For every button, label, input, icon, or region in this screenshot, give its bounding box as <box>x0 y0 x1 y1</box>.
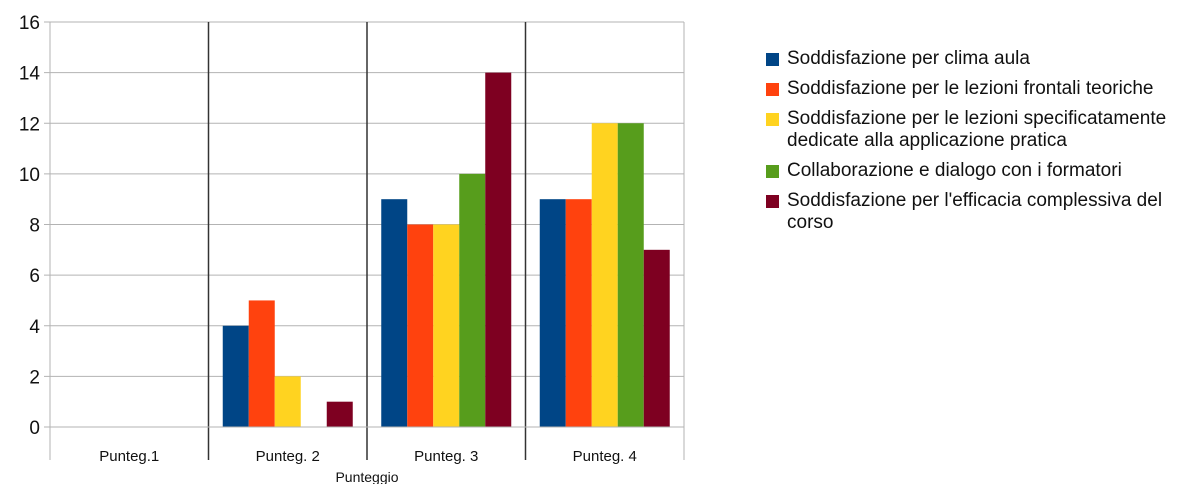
legend-label: Soddisfazione per clima aula <box>787 48 1030 69</box>
legend-swatch <box>766 165 779 178</box>
legend-swatch <box>766 53 779 66</box>
bar-5-2 <box>326 401 353 427</box>
y-tick-label: 2 <box>29 367 40 388</box>
legend-item: Soddisfazione per l'efficacia complessiv… <box>766 190 1176 234</box>
y-tick-label: 6 <box>29 266 40 287</box>
bar-1-2 <box>222 325 249 427</box>
bar-3-2 <box>274 376 301 427</box>
category-labels: Punteg.1 Punteg. 2 Punteg. 3 Punteg. 4 <box>99 448 637 465</box>
legend-swatch <box>766 83 779 96</box>
x-axis-title: Punteggio <box>335 469 398 484</box>
category-label: Punteg. 4 <box>573 448 637 465</box>
bar-4-4 <box>617 123 644 427</box>
legend: Soddisfazione per clima aula Soddisfazion… <box>766 48 1176 242</box>
bar-1-4 <box>539 199 566 427</box>
legend-item: Collaborazione e dialogo con i formatori <box>766 160 1176 182</box>
legend-label: Soddisfazione per le lezioni frontali te… <box>787 78 1154 99</box>
legend-item: Soddisfazione per le lezioni frontali te… <box>766 78 1176 100</box>
bar-4-3 <box>459 173 486 427</box>
legend-swatch <box>766 195 779 208</box>
category-label: Punteg. 3 <box>414 448 478 465</box>
axes <box>44 21 685 460</box>
y-tick-label: 10 <box>19 165 40 186</box>
y-tick-label: 0 <box>29 418 40 439</box>
bar-5-4 <box>643 249 670 427</box>
y-tick-labels: 0 2 4 6 8 10 12 14 16 <box>19 13 41 439</box>
bars <box>222 72 670 427</box>
y-tick-label: 16 <box>19 13 40 34</box>
bar-1-3 <box>381 199 408 427</box>
bar-5-3 <box>485 72 512 427</box>
legend-item: Soddisfazione per clima aula <box>766 48 1176 70</box>
legend-label: Soddisfazione per le lezioni specificata… <box>787 108 1167 151</box>
y-tick-label: 8 <box>29 216 40 237</box>
y-tick-label: 12 <box>19 114 40 135</box>
legend-item: Soddisfazione per le lezioni specificata… <box>766 108 1176 152</box>
legend-label: Soddisfazione per l'efficacia complessiv… <box>787 190 1163 233</box>
legend-swatch <box>766 113 779 126</box>
y-tick-label: 4 <box>29 317 40 338</box>
category-label: Punteg. 2 <box>256 448 320 465</box>
bar-2-2 <box>248 300 275 427</box>
bar-2-4 <box>565 199 592 427</box>
y-tick-label: 14 <box>19 64 41 85</box>
bar-2-3 <box>407 224 434 427</box>
category-label: Punteg.1 <box>99 448 159 465</box>
bar-3-3 <box>433 224 460 427</box>
legend-label: Collaborazione e dialogo con i formatori <box>787 160 1122 181</box>
bar-3-4 <box>591 123 618 427</box>
